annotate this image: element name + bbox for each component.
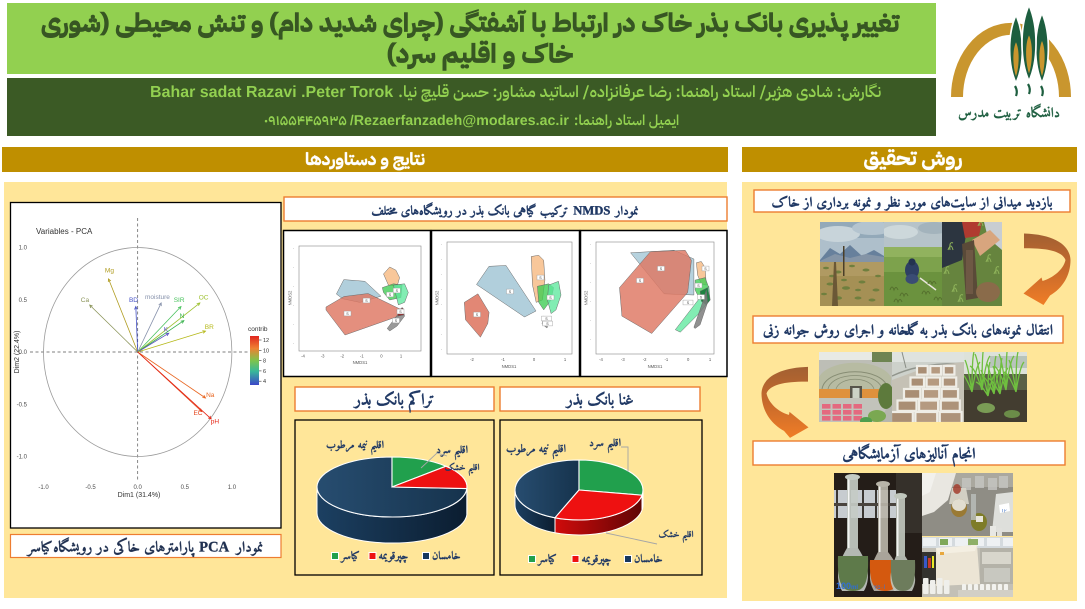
- svg-text:S: S: [395, 319, 398, 323]
- svg-text:·: ·: [293, 284, 294, 289]
- svg-text:0: 0: [533, 357, 536, 362]
- svg-text:S: S: [476, 313, 479, 317]
- svg-text:S: S: [660, 267, 663, 271]
- svg-text:-2: -2: [340, 354, 344, 359]
- svg-text:0: 0: [380, 354, 383, 359]
- svg-text:·: ·: [441, 302, 442, 307]
- svg-text:0.0: 0.0: [134, 485, 143, 491]
- svg-text:-3: -3: [621, 357, 625, 362]
- svg-text:S: S: [399, 310, 402, 314]
- svg-text:S: S: [697, 284, 700, 288]
- svg-text:0.0: 0.0: [19, 350, 28, 356]
- svg-text:·: ·: [590, 299, 591, 304]
- svg-text:1.0: 1.0: [228, 485, 237, 491]
- svg-text:NMDS2: NMDS2: [435, 290, 440, 305]
- svg-text:S: S: [549, 296, 552, 300]
- svg-text:S: S: [346, 312, 349, 316]
- svg-text:S: S: [509, 290, 512, 294]
- svg-text:0: 0: [687, 357, 690, 362]
- svg-text:۱۲: ۱۲: [1001, 508, 1007, 515]
- svg-text:Mg: Mg: [105, 267, 114, 274]
- svg-text:·: ·: [441, 347, 442, 352]
- svg-text:S: S: [546, 322, 549, 326]
- svg-text:S: S: [539, 276, 542, 280]
- svg-text:100ml: 100ml: [836, 581, 858, 591]
- svg-text:0.5: 0.5: [19, 298, 28, 304]
- svg-text:Dim1 (31.4%): Dim1 (31.4%): [118, 492, 161, 499]
- svg-text:ا۲۵۰: ا۲۵۰: [874, 584, 886, 591]
- svg-text:NMDS2: NMDS2: [288, 290, 293, 305]
- svg-text:·: ·: [441, 272, 442, 277]
- svg-text:-0.5: -0.5: [85, 485, 96, 491]
- svg-text:S: S: [639, 279, 642, 283]
- svg-text:·: ·: [590, 337, 591, 342]
- svg-text:·: ·: [293, 341, 294, 346]
- svg-text:EC: EC: [193, 410, 202, 417]
- svg-text:6: 6: [263, 369, 266, 375]
- svg-text:·: ·: [590, 280, 591, 285]
- svg-text:1: 1: [400, 354, 403, 359]
- svg-text:-1.0: -1.0: [17, 455, 28, 461]
- svg-text:NMDS2: NMDS2: [584, 290, 589, 305]
- svg-text:0.5: 0.5: [181, 485, 190, 491]
- svg-text:Dim2 (22.4%): Dim2 (22.4%): [14, 331, 21, 374]
- svg-text:S: S: [704, 267, 707, 271]
- svg-text:S: S: [545, 317, 548, 321]
- svg-text:·: ·: [293, 246, 294, 251]
- svg-text:1: 1: [709, 357, 712, 362]
- svg-text:contrib: contrib: [248, 326, 268, 333]
- svg-text:·: ·: [441, 332, 442, 337]
- svg-text:SIR: SIR: [174, 297, 185, 304]
- svg-text:·: ·: [590, 318, 591, 323]
- svg-text:NMDS1: NMDS1: [648, 364, 663, 369]
- svg-text:S: S: [687, 301, 690, 305]
- svg-text:BD: BD: [129, 297, 138, 304]
- svg-text:-0.5: -0.5: [17, 402, 28, 408]
- svg-text:·: ·: [590, 242, 591, 247]
- svg-text:-1: -1: [501, 357, 505, 362]
- svg-text:-4: -4: [599, 357, 603, 362]
- svg-text:BR: BR: [205, 324, 214, 331]
- svg-text:N: N: [180, 313, 185, 320]
- svg-text:·: ·: [293, 322, 294, 327]
- svg-text:·: ·: [441, 287, 442, 292]
- svg-text:moisture: moisture: [145, 294, 170, 301]
- svg-text:-1.0: -1.0: [38, 485, 49, 491]
- svg-text:-4: -4: [301, 354, 305, 359]
- svg-text:1: 1: [564, 357, 567, 362]
- svg-text:Variables - PCA: Variables - PCA: [36, 227, 93, 236]
- svg-text:12: 12: [263, 338, 269, 344]
- svg-text:S: S: [365, 299, 368, 303]
- svg-text:OC: OC: [199, 295, 209, 302]
- svg-text:NMDS1: NMDS1: [502, 364, 517, 369]
- svg-text:S: S: [396, 289, 399, 293]
- svg-text:·: ·: [590, 261, 591, 266]
- svg-text:·: ·: [441, 317, 442, 322]
- svg-text:Na: Na: [206, 392, 215, 399]
- svg-text:-1: -1: [665, 357, 669, 362]
- svg-text:·: ·: [293, 303, 294, 308]
- svg-text:·: ·: [441, 257, 442, 262]
- svg-text:·: ·: [293, 265, 294, 270]
- svg-text:·: ·: [441, 242, 442, 247]
- svg-text:K: K: [164, 327, 169, 334]
- svg-text:10: 10: [263, 348, 269, 354]
- svg-text:pH: pH: [211, 418, 220, 425]
- svg-text:-1: -1: [360, 354, 364, 359]
- svg-text:8: 8: [263, 359, 266, 365]
- svg-text:-2: -2: [470, 357, 474, 362]
- svg-text:-2: -2: [643, 357, 647, 362]
- svg-text:-3: -3: [321, 354, 325, 359]
- svg-text:4: 4: [263, 379, 266, 385]
- svg-text:S: S: [700, 296, 703, 300]
- svg-text:S: S: [389, 293, 392, 297]
- svg-text:NMDS1: NMDS1: [353, 360, 368, 365]
- svg-text:Ca: Ca: [81, 297, 90, 304]
- svg-text:1.0: 1.0: [19, 246, 28, 252]
